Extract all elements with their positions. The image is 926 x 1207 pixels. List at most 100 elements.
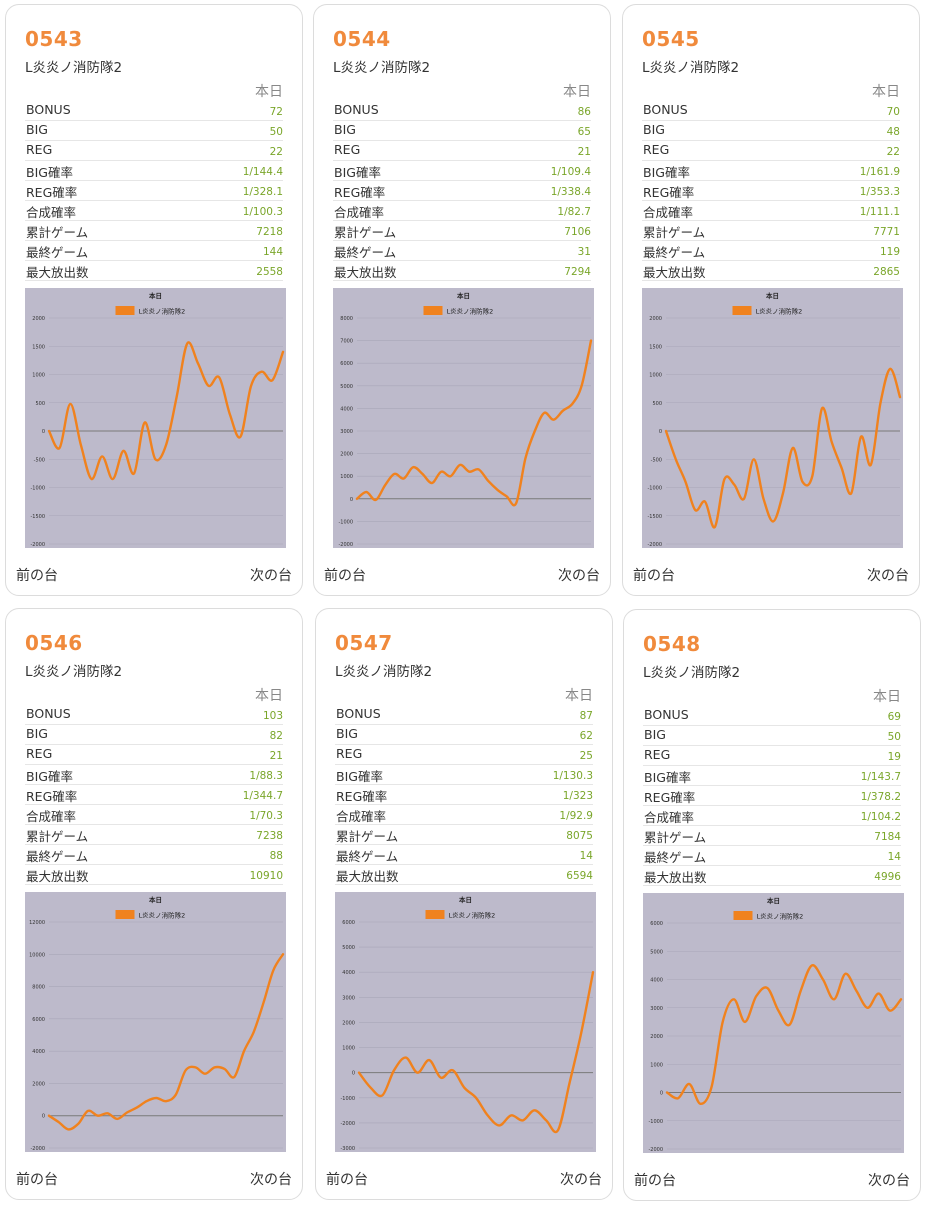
series-line <box>357 971 595 1134</box>
machine-model: L炎炎ノ消防隊2 <box>335 664 433 680</box>
stat-value: 1/130.3 <box>552 770 593 782</box>
y-tick-label: 2000 <box>340 452 353 458</box>
y-tick-label: 0 <box>42 429 45 435</box>
series-line <box>355 339 593 507</box>
chart-svg: 本日 L炎炎ノ消防隊2 -2000 -1500 -1000 -500 0 500 1000 150… <box>25 288 286 548</box>
stat-value: 1/144.4 <box>242 166 283 178</box>
stat-value: 8075 <box>566 830 593 842</box>
stat-label: 累計ゲーム <box>334 225 397 240</box>
stat-row-max-payout: 最大放出数 7294 <box>333 261 591 281</box>
y-tick-label: 2000 <box>342 1020 355 1026</box>
today-header: 本日 <box>255 84 283 100</box>
stats-table: BONUS 70 BIG 48 REG 22 BIG確率 1/161.9 REG確率 1/… <box>642 101 900 281</box>
stat-label: 最終ゲーム <box>336 849 399 864</box>
y-tick-label: 8000 <box>32 985 45 991</box>
stat-value: 6594 <box>566 870 593 882</box>
y-tick-label: 4000 <box>32 1049 45 1055</box>
stat-row-reg: REG 25 <box>335 745 593 765</box>
stat-value: 2558 <box>256 266 283 278</box>
next-machine-link[interactable]: 次の台 <box>868 1173 910 1189</box>
y-tick-label: 12000 <box>29 920 45 926</box>
stat-value: 48 <box>886 126 900 138</box>
slump-graph: 本日 L炎炎ノ消防隊2 -2000 -1000 0 1000 2000 3000 4000 500… <box>643 893 904 1153</box>
prev-machine-link[interactable]: 前の台 <box>324 568 366 584</box>
machine-card: 0545 L炎炎ノ消防隊2 本日 BONUS 70 BIG 48 REG 22 BIG… <box>622 4 920 596</box>
y-tick-label: -1000 <box>647 486 662 492</box>
stat-label: REG <box>26 142 53 157</box>
y-tick-label: -500 <box>651 457 662 463</box>
stat-value: 62 <box>579 730 593 742</box>
machine-number[interactable]: 0546 <box>25 631 83 655</box>
stat-value: 31 <box>577 246 591 258</box>
stat-row-max-payout: 最大放出数 2558 <box>25 261 283 281</box>
machine-number[interactable]: 0545 <box>642 27 700 51</box>
prev-machine-link[interactable]: 前の台 <box>16 568 58 584</box>
next-machine-link[interactable]: 次の台 <box>250 568 292 584</box>
stat-label: REG確率 <box>643 185 695 200</box>
stat-label: 合成確率 <box>26 809 77 824</box>
stat-row-reg-rate: REG確率 1/323 <box>335 785 593 805</box>
next-machine-link[interactable]: 次の台 <box>867 568 909 584</box>
y-tick-label: -1500 <box>30 514 45 520</box>
today-header: 本日 <box>873 689 901 705</box>
stat-label: BIG確率 <box>26 769 73 784</box>
y-tick-label: 3000 <box>342 995 355 1001</box>
slump-graph: 本日 L炎炎ノ消防隊2 -2000 0 2000 4000 6000 8000 10000 120… <box>25 892 286 1152</box>
stat-label: 累計ゲーム <box>643 225 706 240</box>
y-tick-label: 4000 <box>340 406 353 412</box>
stat-label: REG確率 <box>334 185 386 200</box>
chart-svg: 本日 L炎炎ノ消防隊2 -2000 0 2000 4000 6000 8000 10000 120… <box>25 892 286 1152</box>
stat-value: 72 <box>269 106 283 118</box>
stat-row-total-games: 累計ゲーム 8075 <box>335 825 593 845</box>
prev-machine-link[interactable]: 前の台 <box>633 568 675 584</box>
y-tick-label: -2000 <box>340 1121 355 1127</box>
machine-number[interactable]: 0543 <box>25 27 83 51</box>
next-machine-link[interactable]: 次の台 <box>560 1172 602 1188</box>
stat-row-reg: REG 21 <box>25 745 283 765</box>
prev-machine-link[interactable]: 前の台 <box>634 1173 676 1189</box>
stat-label: BIG <box>26 122 48 137</box>
y-tick-label: 8000 <box>340 316 353 322</box>
plot-background <box>642 288 903 548</box>
machine-number[interactable]: 0547 <box>335 631 393 655</box>
stat-row-total-games: 累計ゲーム 7771 <box>642 221 900 241</box>
y-tick-label: 10000 <box>29 952 45 958</box>
stat-row-reg: REG 21 <box>333 141 591 161</box>
stat-label: REG確率 <box>336 789 388 804</box>
stat-row-bonus: BONUS 72 <box>25 101 283 121</box>
chart-svg: 本日 L炎炎ノ消防隊2 -2000 -1000 0 1000 2000 3000 4000 500… <box>333 288 594 548</box>
stat-label: 合成確率 <box>644 810 695 825</box>
next-machine-link[interactable]: 次の台 <box>250 1172 292 1188</box>
stat-label: 最終ゲーム <box>26 849 89 864</box>
stat-value: 2865 <box>873 266 900 278</box>
next-machine-link[interactable]: 次の台 <box>558 568 600 584</box>
stat-row-reg: REG 19 <box>643 746 901 766</box>
machine-number[interactable]: 0548 <box>643 632 701 656</box>
y-tick-label: -1000 <box>338 519 353 525</box>
legend-label: L炎炎ノ消防隊2 <box>756 307 803 316</box>
y-tick-label: -1000 <box>648 1119 663 1125</box>
stat-label: 合成確率 <box>643 205 694 220</box>
today-header: 本日 <box>565 688 593 704</box>
stat-label: 最終ゲーム <box>26 245 89 260</box>
stat-row-reg-rate: REG確率 1/338.4 <box>333 181 591 201</box>
stat-label: 合成確率 <box>336 809 387 824</box>
y-tick-label: 3000 <box>340 429 353 435</box>
stat-label: 合成確率 <box>26 205 77 220</box>
stat-value: 50 <box>269 126 283 138</box>
y-tick-label: -2000 <box>338 542 353 548</box>
prev-machine-link[interactable]: 前の台 <box>16 1172 58 1188</box>
machine-card: 0546 L炎炎ノ消防隊2 本日 BONUS 103 BIG 82 REG 21 BI… <box>5 608 303 1200</box>
machine-card: 0547 L炎炎ノ消防隊2 本日 BONUS 87 BIG 62 REG 25 BIG… <box>315 608 613 1200</box>
y-tick-label: 1500 <box>649 344 662 350</box>
stat-value: 1/100.3 <box>242 206 283 218</box>
y-tick-label: 4000 <box>650 978 663 984</box>
machine-number[interactable]: 0544 <box>333 27 391 51</box>
stat-row-big: BIG 50 <box>25 121 283 141</box>
stat-label: 合成確率 <box>334 205 385 220</box>
stat-label: REG <box>336 746 363 761</box>
prev-machine-link[interactable]: 前の台 <box>326 1172 368 1188</box>
stat-row-total-games: 累計ゲーム 7184 <box>643 826 901 846</box>
stat-value: 1/143.7 <box>860 771 901 783</box>
y-tick-label: 1500 <box>32 344 45 350</box>
